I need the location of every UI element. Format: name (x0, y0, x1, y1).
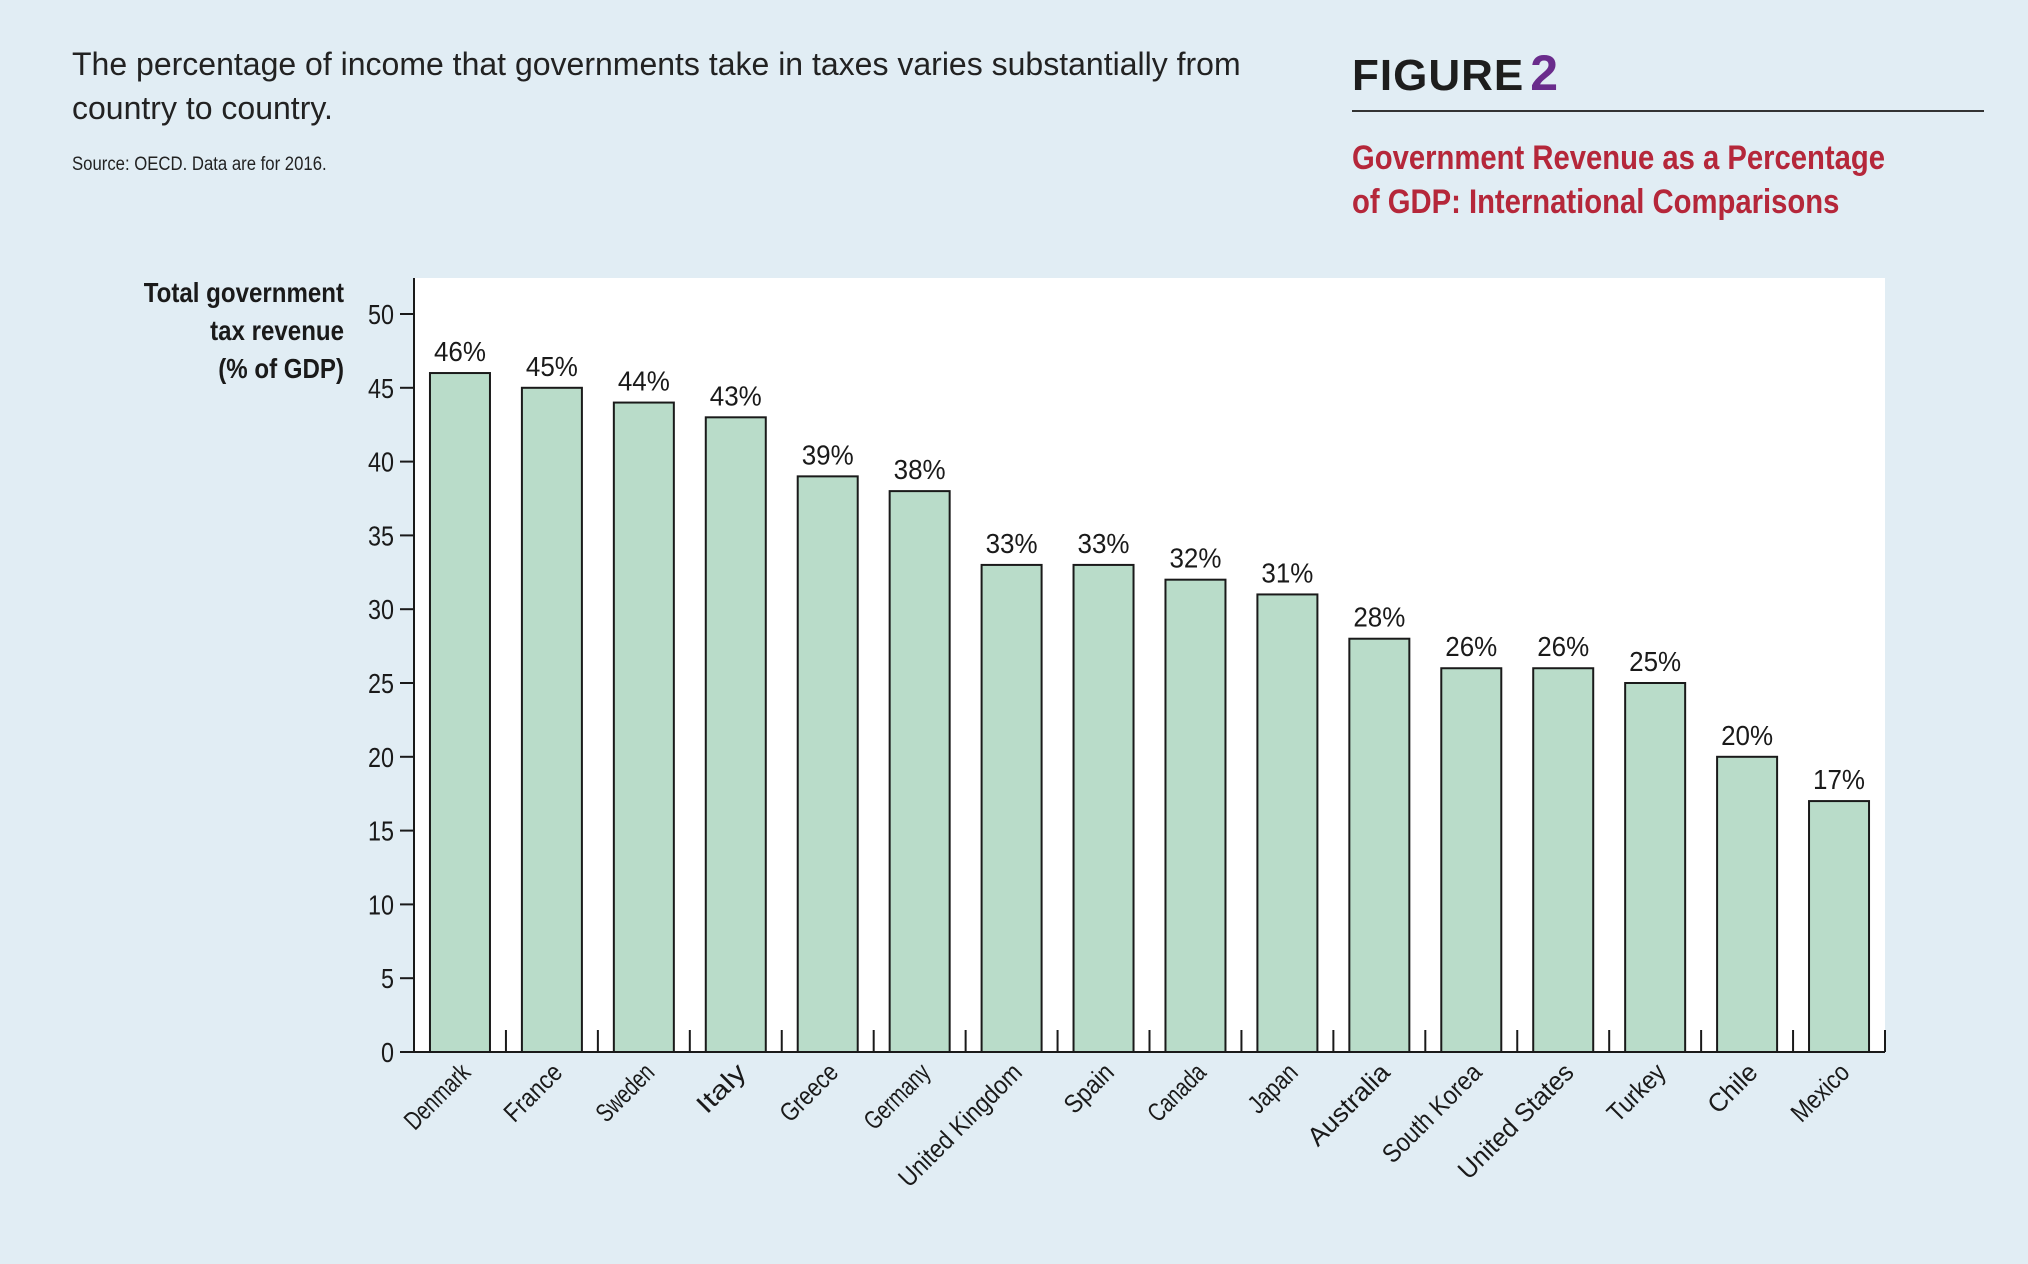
category-label: France (497, 1057, 568, 1128)
y-axis-title-line-2: tax revenue (210, 315, 344, 346)
category-label: Turkey (1601, 1057, 1672, 1128)
figure-number: 2 (1530, 45, 1559, 101)
bar-value-label: 43% (710, 380, 762, 411)
category-label: Denmark (398, 1056, 477, 1135)
bar (520, 386, 583, 1053)
figure-header: FIGURE 2 (1352, 44, 1984, 112)
bar (1164, 578, 1227, 1053)
category-label: Canada (1141, 1057, 1212, 1128)
y-tick-label: 25 (368, 668, 394, 699)
bar (1716, 755, 1779, 1053)
bar-value-label: 20% (1721, 720, 1773, 751)
bar (980, 563, 1043, 1053)
category-label: Sweden (589, 1057, 660, 1128)
bar (1808, 800, 1871, 1054)
category-label: Australia (1301, 1057, 1396, 1152)
y-tick-label: 50 (368, 299, 394, 330)
bar (1532, 667, 1595, 1053)
y-tick-label: 10 (368, 889, 394, 920)
y-axis-title: Total government tax revenue (% of GDP) (100, 274, 344, 388)
category-label: Japan (1241, 1057, 1303, 1119)
bar (612, 401, 675, 1053)
bar-value-label: 45% (526, 351, 578, 382)
y-tick-label: 35 (368, 520, 394, 551)
bar (1256, 593, 1319, 1053)
intro-text: The percentage of income that government… (72, 46, 1241, 126)
category-label: Italy (690, 1057, 752, 1119)
category-label: Greece (773, 1057, 844, 1128)
bar-value-label: 31% (1261, 557, 1313, 588)
bar (428, 372, 491, 1054)
category-label: Mexico (1785, 1057, 1856, 1128)
bars-group: 46% 45% 44% 43% 39% 38% 33% 33% 32% 31% 28% 26% 26% 2… (428, 336, 1871, 1054)
bar (1624, 682, 1687, 1053)
y-tick-label: 40 (368, 447, 394, 478)
bar-value-label: 26% (1445, 631, 1497, 662)
y-tick-label: 15 (368, 816, 394, 847)
source-note: Source: OECD. Data are for 2016. (72, 154, 327, 175)
bar-value-label: 28% (1353, 602, 1405, 633)
figure-title: Government Revenue as a Percentage of GD… (1352, 136, 1920, 224)
category-label: Spain (1058, 1057, 1120, 1119)
y-tick-label: 5 (381, 963, 394, 994)
bar (888, 490, 951, 1053)
bar (1440, 667, 1503, 1053)
bar-value-label: 17% (1813, 764, 1865, 795)
bar-value-label: 33% (986, 528, 1038, 559)
figure-title-line-1: Government Revenue as a Percentage (1352, 139, 1886, 177)
bar (1348, 637, 1411, 1053)
y-axis-title-line-1: Total government (143, 277, 344, 308)
bar-value-label: 44% (618, 366, 670, 397)
bar (704, 416, 767, 1053)
bar (796, 475, 859, 1053)
bar-value-label: 39% (802, 439, 854, 470)
y-tick-label: 0 (381, 1037, 394, 1068)
bar-value-label: 38% (894, 454, 946, 485)
figure-label: FIGURE (1352, 51, 1525, 100)
bar-value-label: 33% (1078, 528, 1130, 559)
bar-value-label: 26% (1537, 631, 1589, 662)
y-tick-label: 45 (368, 373, 394, 404)
bar-value-label: 32% (1169, 543, 1221, 574)
bar (1072, 563, 1135, 1053)
category-label: Germany (857, 1057, 935, 1135)
y-tick-label: 30 (368, 594, 394, 625)
y-axis-title-line-3: (% of GDP) (218, 353, 344, 384)
bar-value-label: 46% (434, 336, 486, 367)
category-label: Chile (1701, 1057, 1763, 1119)
figure-title-line-2: of GDP: International Comparisons (1352, 183, 1840, 221)
y-tick-label: 20 (368, 742, 394, 773)
bar-value-label: 25% (1629, 646, 1681, 677)
